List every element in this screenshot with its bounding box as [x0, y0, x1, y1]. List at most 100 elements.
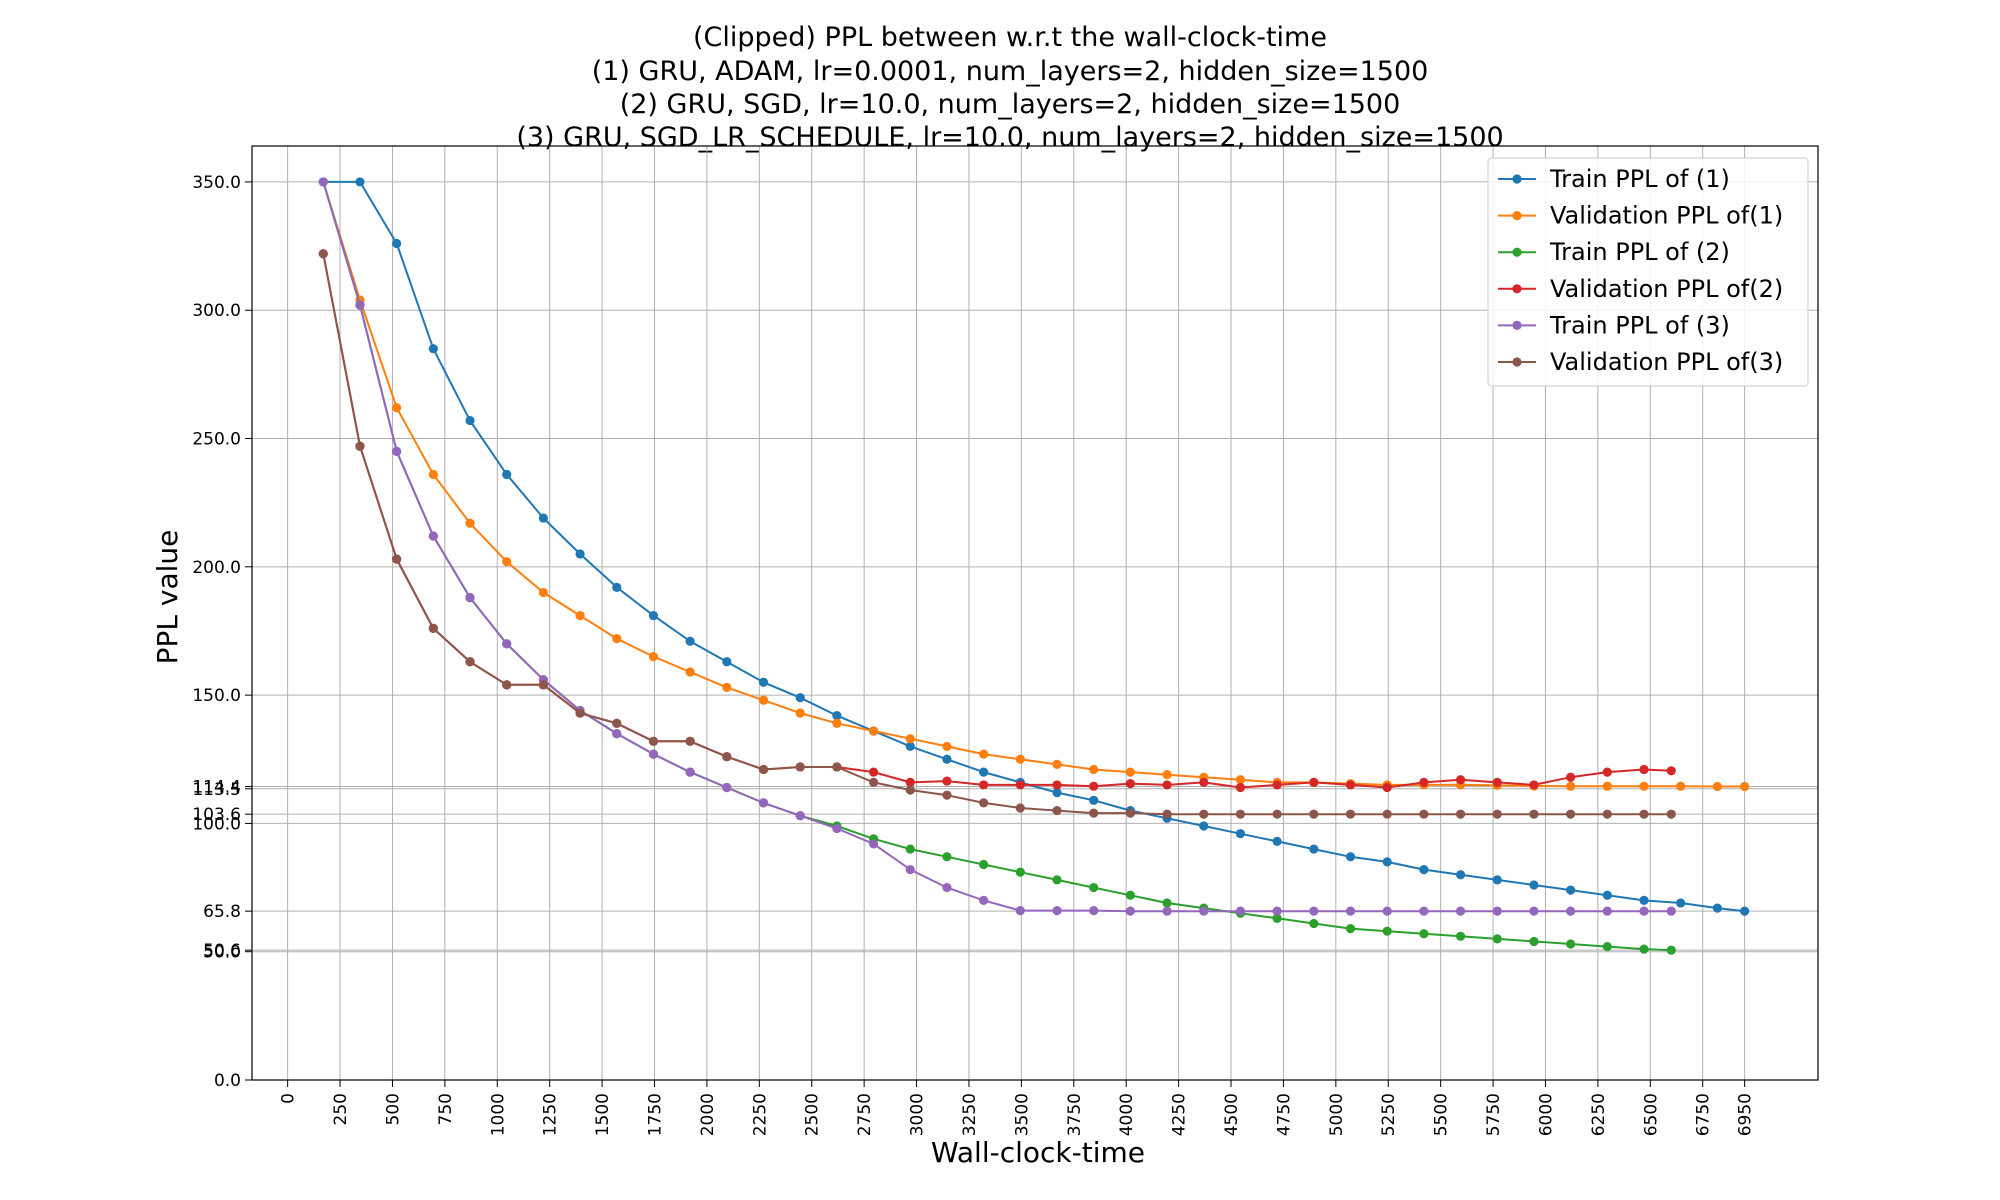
x-tick-label: 4000 — [1117, 1093, 1137, 1136]
data-point — [1639, 906, 1649, 916]
x-tick-label: 1750 — [646, 1093, 666, 1136]
y-tick-label: 113.5 — [192, 780, 241, 800]
legend-swatch-marker — [1512, 211, 1522, 221]
data-point — [1125, 779, 1135, 789]
data-point — [1382, 926, 1392, 936]
data-point — [465, 415, 475, 426]
tick-layer: 0 250 500 750 1000 1250 1500 1750 2000 2250 2500 27… — [192, 173, 1755, 1136]
data-point — [355, 441, 365, 451]
data-point — [1566, 885, 1576, 895]
chart-title-line-2: (1) GRU, ADAM, lr=0.0001, num_layers=2, … — [592, 56, 1429, 87]
data-point — [1089, 764, 1099, 775]
data-point — [1015, 780, 1025, 790]
data-point — [685, 636, 695, 646]
data-point — [1529, 906, 1539, 916]
data-point — [979, 895, 989, 905]
data-point — [1492, 875, 1502, 885]
x-tick-label: 6000 — [1536, 1093, 1556, 1136]
data-point — [1272, 913, 1282, 923]
x-tick-label: 6250 — [1589, 1093, 1609, 1136]
y-tick-label: 100.0 — [192, 814, 241, 834]
data-point — [979, 798, 989, 808]
x-tick-label: 3000 — [908, 1093, 928, 1136]
data-point — [1666, 809, 1676, 819]
data-point — [1566, 781, 1576, 791]
legend-item: Train PPL of (2) — [1498, 238, 1730, 266]
data-point — [1566, 772, 1576, 782]
data-point — [1052, 805, 1062, 816]
data-point — [1382, 857, 1392, 867]
x-tick-label: 3500 — [1012, 1093, 1032, 1136]
data-point — [1455, 870, 1466, 880]
data-point — [685, 736, 695, 746]
data-point — [1125, 890, 1135, 900]
x-tick-label: 5750 — [1484, 1093, 1504, 1136]
data-point — [1666, 906, 1676, 916]
data-point — [942, 790, 952, 800]
data-point — [538, 587, 548, 598]
y-tick-label: 65.8 — [203, 902, 241, 922]
chart-title: (Clipped) PPL between w.r.t the wall-clo… — [516, 22, 1503, 153]
legend-swatch-marker — [1512, 174, 1522, 184]
x-tick-label: 5000 — [1327, 1093, 1347, 1136]
data-point — [648, 652, 659, 662]
data-point — [428, 531, 438, 541]
data-point — [612, 728, 622, 739]
series-line — [323, 180, 1745, 913]
data-point — [648, 736, 659, 746]
y-axis-label: PPL value — [151, 530, 184, 665]
data-point — [942, 741, 952, 752]
data-point — [612, 582, 622, 592]
series-line — [322, 253, 1672, 816]
series-line — [322, 181, 1672, 913]
data-point — [1272, 780, 1282, 790]
x-tick-label: 3750 — [1065, 1093, 1085, 1136]
data-point — [1455, 906, 1466, 916]
data-point — [648, 610, 659, 621]
x-axis-label: Wall-clock-time — [931, 1136, 1145, 1169]
data-point — [1015, 754, 1025, 764]
legend-item: Validation PPL of(1) — [1498, 202, 1783, 230]
data-point — [1492, 809, 1502, 819]
data-point — [1309, 906, 1319, 916]
y-tick-label: 350.0 — [192, 173, 241, 193]
data-point — [868, 839, 879, 849]
data-point — [1419, 777, 1429, 787]
data-point — [1639, 809, 1649, 819]
data-point — [1089, 906, 1099, 916]
data-point — [1162, 906, 1172, 916]
legend-label: Validation PPL of(2) — [1550, 275, 1783, 303]
data-point — [392, 446, 402, 456]
x-tick-label: 6500 — [1641, 1093, 1661, 1136]
data-point — [905, 785, 915, 795]
legend: Train PPL of (1) Validation PPL of(1) Trai… — [1487, 157, 1809, 387]
y-tick-label: 150.0 — [192, 686, 241, 706]
series-5 — [318, 177, 1676, 916]
data-point — [465, 518, 475, 528]
data-point — [1666, 945, 1676, 955]
data-point — [1125, 767, 1135, 777]
data-point — [1199, 777, 1209, 787]
data-point — [1272, 906, 1282, 916]
data-point — [832, 762, 842, 772]
data-point — [1639, 895, 1649, 905]
data-point — [1529, 936, 1539, 947]
data-point — [1235, 829, 1246, 839]
data-point — [1162, 898, 1172, 908]
y-tick-label: 300.0 — [192, 301, 241, 321]
data-point — [979, 749, 989, 759]
data-point — [1162, 809, 1172, 819]
data-point — [1492, 777, 1502, 787]
y-tick-label: 50.0 — [203, 943, 241, 963]
y-tick-label: 250.0 — [192, 430, 241, 450]
data-point — [868, 777, 879, 787]
data-point — [1529, 809, 1539, 819]
legend-label: Validation PPL of(1) — [1550, 202, 1783, 230]
data-point — [1666, 766, 1676, 776]
data-point — [1676, 781, 1686, 791]
data-point — [1345, 906, 1356, 916]
y-tick-label: 200.0 — [192, 558, 241, 578]
legend-item: Train PPL of (3) — [1498, 311, 1730, 339]
x-tick-label: 3250 — [960, 1093, 980, 1136]
